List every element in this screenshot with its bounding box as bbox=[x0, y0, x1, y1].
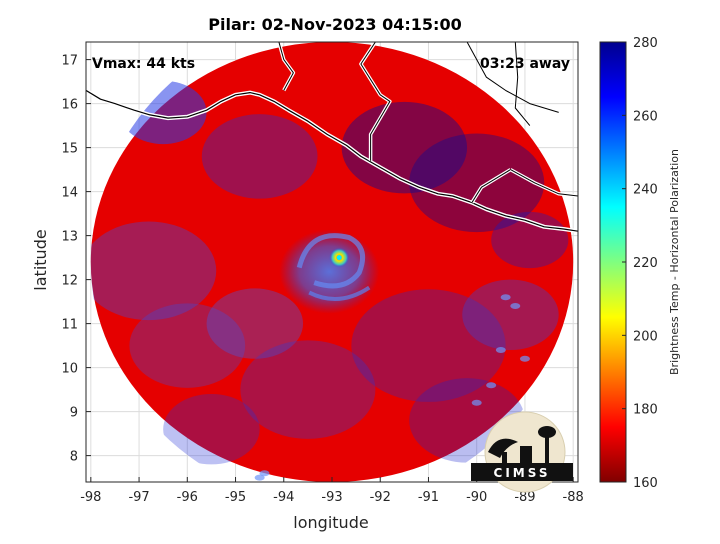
cimss-logo: CIMSS bbox=[471, 411, 573, 493]
storm-center-mark bbox=[336, 255, 342, 261]
colorbar-gradient bbox=[599, 41, 627, 483]
x-tick-label: -90 bbox=[466, 490, 487, 505]
border-line bbox=[471, 169, 511, 203]
x-tick-label: -88 bbox=[563, 490, 584, 505]
swath-speck bbox=[500, 294, 511, 301]
swath-speck bbox=[254, 474, 265, 481]
swath-speck bbox=[259, 470, 270, 477]
x-tick-label: -95 bbox=[225, 490, 246, 505]
y-tick-label: 14 bbox=[61, 186, 78, 201]
colorbar-ticks: 160 180 200 220 240 260 280 bbox=[622, 36, 658, 491]
microwave-swath bbox=[90, 42, 574, 482]
border-line bbox=[510, 169, 578, 197]
coastline bbox=[86, 89, 578, 232]
border-line bbox=[514, 42, 531, 126]
y-tick-label: 16 bbox=[61, 98, 78, 113]
y-tick-label: 9 bbox=[70, 406, 78, 421]
colorbar-tick-label: 180 bbox=[633, 403, 658, 418]
x-tick-label: -92 bbox=[370, 490, 391, 505]
logo-tower-top bbox=[538, 426, 556, 438]
y-axis-label: latitude bbox=[31, 229, 50, 290]
swath-speck bbox=[471, 399, 482, 406]
swath-patch bbox=[163, 394, 260, 465]
colorbar-tick-label: 260 bbox=[633, 109, 658, 124]
logo-banner bbox=[471, 463, 573, 481]
x-tick-label: -93 bbox=[321, 490, 342, 505]
storm-outer-band bbox=[279, 229, 380, 314]
border-line bbox=[360, 42, 391, 161]
logo-dish-base bbox=[502, 452, 507, 466]
swath-speck bbox=[510, 303, 521, 309]
plot-area bbox=[85, 41, 579, 483]
logo-building-icon bbox=[520, 446, 532, 466]
swath-patch bbox=[351, 289, 506, 402]
colorbar-label: Brightness Temp - Horizontal Polarizatio… bbox=[668, 149, 681, 375]
chart-title: Pilar: 02-Nov-2023 04:15:00 bbox=[208, 15, 461, 34]
y-tick-label: 10 bbox=[61, 362, 78, 377]
x-tick-label: -97 bbox=[128, 490, 149, 505]
swath-patch bbox=[201, 114, 318, 199]
colorbar-tick-label: 160 bbox=[633, 476, 658, 491]
y-tick-label: 11 bbox=[61, 318, 78, 333]
logo-dish-icon bbox=[488, 438, 518, 458]
colorbar-tick-label: 200 bbox=[633, 329, 658, 344]
x-tick-label: -89 bbox=[514, 490, 535, 505]
x-axis-ticks: -98 -97 -96 -95 -94 -93 -92 -91 -90 -89 -88 bbox=[80, 477, 584, 505]
border-line bbox=[278, 42, 294, 91]
x-tick-label: -98 bbox=[80, 490, 101, 505]
colorbar-tick-label: 280 bbox=[633, 36, 658, 51]
colorbar-tick-label: 220 bbox=[633, 256, 658, 271]
vmax-annotation: Vmax: 44 kts bbox=[92, 56, 195, 72]
swath-patch bbox=[90, 221, 217, 321]
swath-texture bbox=[90, 80, 569, 481]
y-tick-label: 8 bbox=[70, 450, 78, 465]
storm-spiral-band bbox=[296, 233, 366, 289]
swath-patch bbox=[206, 288, 304, 359]
x-axis-label: longitude bbox=[293, 513, 368, 532]
swath-patch bbox=[129, 303, 246, 388]
y-tick-label: 15 bbox=[61, 142, 78, 157]
x-tick-label: -96 bbox=[177, 490, 198, 505]
colorbar: 160 180 200 220 240 260 280 Brightness Temp - … bbox=[599, 36, 681, 491]
y-axis-ticks: 8 9 10 11 12 13 14 15 16 17 bbox=[61, 54, 91, 465]
coastlines bbox=[86, 42, 578, 234]
swath-speck bbox=[495, 347, 506, 353]
colorbar-tick-label: 240 bbox=[633, 183, 658, 198]
time-away-annotation: 03:23 away bbox=[480, 56, 570, 72]
y-tick-label: 17 bbox=[61, 54, 78, 69]
swath-patch bbox=[341, 101, 468, 194]
swath-speck bbox=[519, 355, 530, 362]
storm-spiral-band bbox=[308, 285, 371, 302]
x-tick-label: -94 bbox=[273, 490, 294, 505]
logo-tower-icon bbox=[545, 436, 549, 466]
swath-patch bbox=[462, 279, 559, 350]
y-tick-label: 13 bbox=[61, 230, 78, 245]
yucatan-coast bbox=[466, 42, 559, 113]
logo-text: CIMSS bbox=[494, 466, 551, 480]
x-tick-label: -91 bbox=[418, 490, 439, 505]
y-tick-label: 12 bbox=[61, 274, 78, 289]
swath-patch bbox=[240, 340, 376, 439]
swath-speck bbox=[486, 382, 497, 389]
swath-patch bbox=[409, 133, 545, 233]
